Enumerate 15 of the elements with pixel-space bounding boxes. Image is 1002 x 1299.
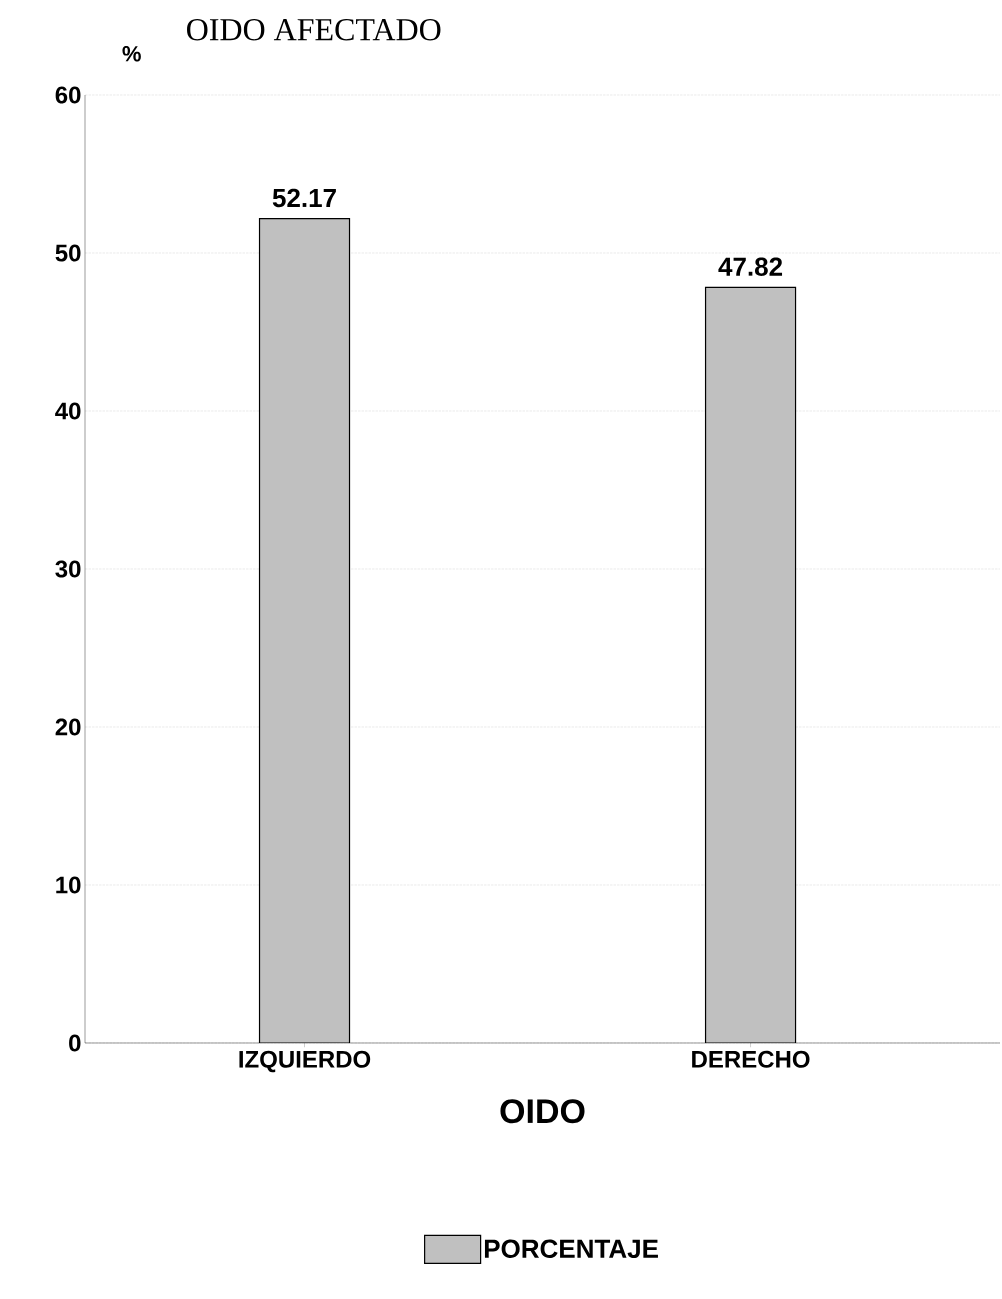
y-tick-label: 10 (56, 876, 81, 894)
y-tick-label: 20 (55, 718, 81, 736)
chart-title: OIDO AFECTADO (187, 18, 441, 41)
y-tick-label: 50 (55, 244, 81, 262)
data-label: 52.17 (272, 188, 336, 208)
x-tick-label: DERECHO (692, 1050, 810, 1068)
x-tick-label: IZQUIERDO (239, 1050, 371, 1073)
y-tick-label: 60 (55, 86, 81, 104)
y-axis-title: % (122, 45, 141, 62)
x-axis-title: OIDO (500, 1099, 585, 1124)
y-tick-label: 40 (55, 402, 81, 420)
y-tick-label: 30 (55, 560, 81, 578)
y-tick-label: 0 (69, 1034, 81, 1052)
legend-label: PORCENTAJE (484, 1239, 658, 1258)
data-label: 47.82 (718, 257, 783, 276)
